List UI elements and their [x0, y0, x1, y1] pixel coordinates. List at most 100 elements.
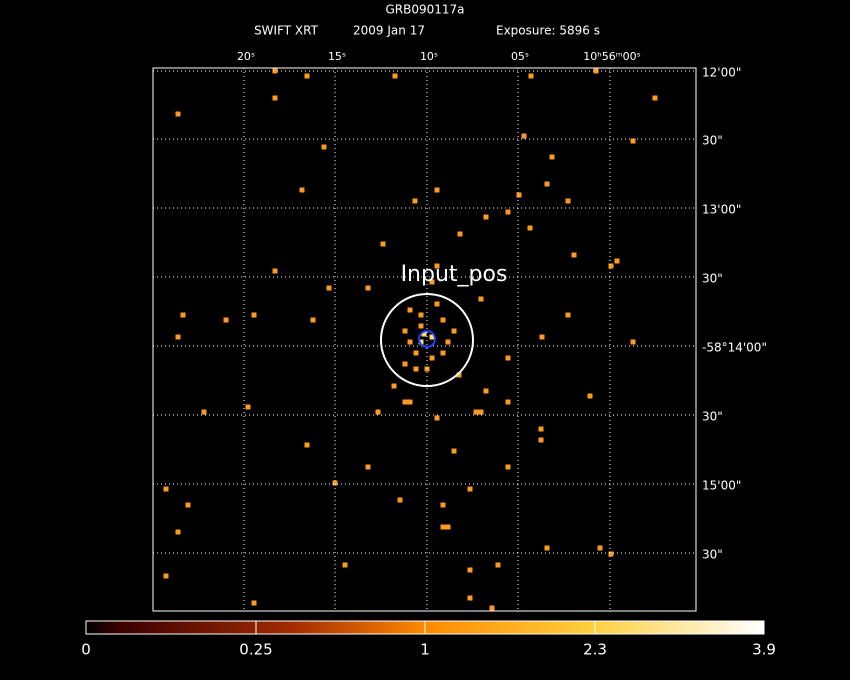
photon-pixel [163, 486, 169, 492]
photon-pixel [549, 154, 555, 160]
photon-pixel [429, 334, 435, 340]
subtitle-date: 2009 Jan 17 [353, 24, 425, 38]
photon-pixel [440, 524, 446, 530]
photon-pixel [163, 573, 169, 579]
top-axis-label: 20ˢ [237, 50, 255, 63]
top-axis-label: 15ˢ [328, 50, 346, 63]
annotation: Input_pos [401, 262, 508, 287]
photon-pixel [418, 323, 424, 329]
photon-pixel [413, 350, 419, 356]
photon-pixel [272, 268, 278, 274]
photon-pixel [391, 383, 397, 389]
photon-pixel [527, 225, 533, 231]
photon-pixel [434, 301, 440, 307]
photon-pixel [201, 409, 207, 415]
right-axis-label: 13'00" [702, 203, 741, 217]
photon-pixel [412, 198, 418, 204]
photon-pixel [571, 252, 577, 258]
photon-pixel [539, 334, 545, 340]
right-axis-label: -58°14'00" [702, 341, 767, 355]
photon-pixel [440, 350, 446, 356]
photon-pixel [429, 355, 435, 361]
photon-pixel [489, 605, 495, 611]
photon-pixel [365, 285, 371, 291]
photon-pixel [440, 317, 446, 323]
photon-pixel [421, 331, 427, 337]
right-axis-label: 30" [702, 410, 723, 424]
photon-pixel [321, 144, 327, 150]
photon-pixel [593, 68, 599, 74]
photon-pixel [402, 361, 408, 367]
colorbar-label: 0 [81, 641, 91, 659]
photon-pixel [608, 263, 614, 269]
photon-pixel [478, 296, 484, 302]
photon-pixel [467, 486, 473, 492]
photon-pixel [304, 442, 310, 448]
photon-pixel [544, 181, 550, 187]
photon-pixel [538, 426, 544, 432]
photon-pixel [505, 399, 511, 405]
photon-pixel [397, 497, 403, 503]
colorbar-label: 3.9 [752, 641, 776, 659]
photon-pixel [407, 339, 413, 345]
photon-pixel [587, 393, 593, 399]
colorbar-label: 0.25 [239, 641, 272, 659]
photon-pixel [483, 214, 489, 220]
photon-pixel [245, 404, 251, 410]
photon-pixel [407, 307, 413, 313]
photon-pixel [467, 595, 473, 601]
photon-pixel [402, 328, 408, 334]
photon-pixel [445, 524, 451, 530]
photon-pixel [505, 209, 511, 215]
photon-pixel [456, 372, 462, 378]
photon-pixel [185, 502, 191, 508]
photon-pixel [521, 133, 527, 139]
photon-pixel [516, 192, 522, 198]
photon-pixel [473, 409, 479, 415]
photon-pixel [251, 600, 257, 606]
photon-pixel [375, 409, 381, 415]
photon-pixel [538, 437, 544, 443]
photon-pixel [467, 567, 473, 573]
photon-pixel [407, 399, 413, 405]
photon-pixel [175, 334, 181, 340]
photon-pixel [402, 399, 408, 405]
photon-pixel [445, 339, 451, 345]
top-axis-label: 05ˢ [511, 50, 529, 63]
photon-pixel [380, 241, 386, 247]
photon-pixel [272, 68, 278, 74]
photon-pixel [299, 187, 305, 193]
photon-pixel [614, 258, 620, 264]
photon-pixel [434, 187, 440, 193]
photon-pixel [434, 263, 440, 269]
right-axis-label: 12'00" [702, 66, 741, 80]
photon-pixel [597, 545, 603, 551]
colorbar-label: 1 [420, 641, 430, 659]
photon-pixel [326, 285, 332, 291]
photon-pixel [434, 415, 440, 421]
subtitle-instrument: SWIFT XRT [254, 24, 319, 38]
photon-pixel [565, 312, 571, 318]
right-axis-label: 30" [702, 548, 723, 562]
photon-pixel [652, 95, 658, 101]
photon-pixel [451, 448, 457, 454]
top-axis-label: 10ˢ [420, 50, 438, 63]
photon-pixel [418, 339, 424, 345]
photon-pixel [304, 73, 310, 79]
photon-pixel [180, 312, 186, 318]
subtitle-exposure: Exposure: 5896 s [496, 24, 600, 38]
photon-pixel [365, 464, 371, 470]
source-region [380, 293, 474, 387]
photon-pixel [310, 317, 316, 323]
photon-pixel [413, 366, 419, 372]
photon-pixel [544, 545, 550, 551]
photon-pixel [483, 388, 489, 394]
photon-pixel [495, 562, 501, 568]
photon-pixel [528, 73, 534, 79]
photon-pixel [429, 279, 435, 285]
photon-pixel [223, 317, 229, 323]
right-axis-label: 15'00" [702, 479, 741, 493]
input-position [418, 330, 436, 348]
photon-pixel [630, 138, 636, 144]
